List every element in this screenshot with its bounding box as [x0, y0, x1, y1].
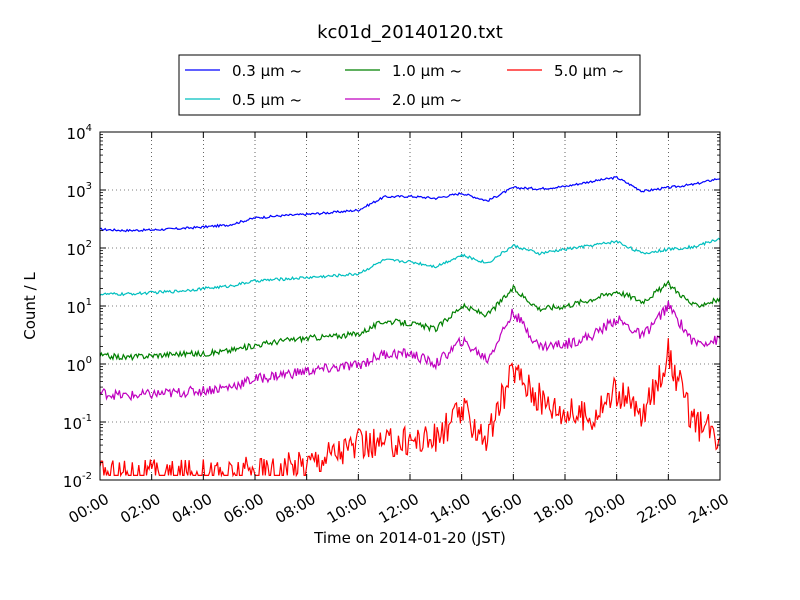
y-tick-label: 10-1	[63, 413, 92, 433]
series-line	[99, 279, 721, 362]
series-line	[100, 175, 721, 233]
x-tick-label: 12:00	[376, 490, 422, 527]
legend-label: 0.3 μm ~	[232, 62, 302, 80]
x-axis-label: Time on 2014-01-20 (JST)	[313, 529, 506, 547]
y-tick-label: 101	[67, 297, 92, 317]
x-tick-label: 18:00	[531, 490, 577, 527]
legend-label: 1.0 μm ~	[392, 62, 462, 80]
y-tick-label: 102	[67, 239, 92, 259]
legend: 0.3 μm ~ 0.5 μm ~ 1.0 μm ~ 2.0 μm ~ 5.0 μm ~	[178, 54, 641, 116]
x-tick-label: 08:00	[272, 490, 318, 527]
y-tick-label: 103	[67, 181, 92, 201]
x-tick-label: 00:00	[66, 490, 112, 527]
x-tick-label: 10:00	[324, 490, 370, 527]
x-tick-labels: 00:00 02:00 04:00 06:00 08:00 10:00 12:00 14:00…	[66, 490, 732, 527]
y-axis-label: Count / L	[21, 272, 39, 340]
series-line	[99, 300, 721, 402]
x-tick-label: 14:00	[427, 490, 473, 527]
chart-title: kc01d_20140120.txt	[317, 22, 503, 43]
x-tick-label: 24:00	[686, 490, 732, 527]
x-tick-label: 06:00	[221, 490, 267, 527]
series-lines	[99, 175, 721, 478]
x-tick-label: 04:00	[169, 490, 215, 527]
y-tick-label: 10-2	[63, 471, 92, 491]
x-tick-label: 16:00	[479, 490, 525, 527]
x-tick-label: 20:00	[582, 490, 628, 527]
x-tick-label: 22:00	[634, 490, 680, 527]
y-tick-labels: 10-2 10-1 100 101 102 103 104	[63, 123, 92, 491]
ticks	[99, 131, 721, 481]
legend-label: 5.0 μm ~	[554, 62, 624, 80]
legend-box	[178, 54, 641, 116]
y-tick-label: 100	[67, 355, 92, 375]
legend-label: 2.0 μm ~	[392, 91, 462, 109]
legend-label: 0.5 μm ~	[232, 91, 302, 109]
x-tick-label: 02:00	[117, 490, 163, 527]
y-tick-label: 104	[67, 123, 92, 143]
grid	[100, 132, 720, 480]
series-line	[99, 237, 721, 297]
series-line	[99, 338, 721, 478]
